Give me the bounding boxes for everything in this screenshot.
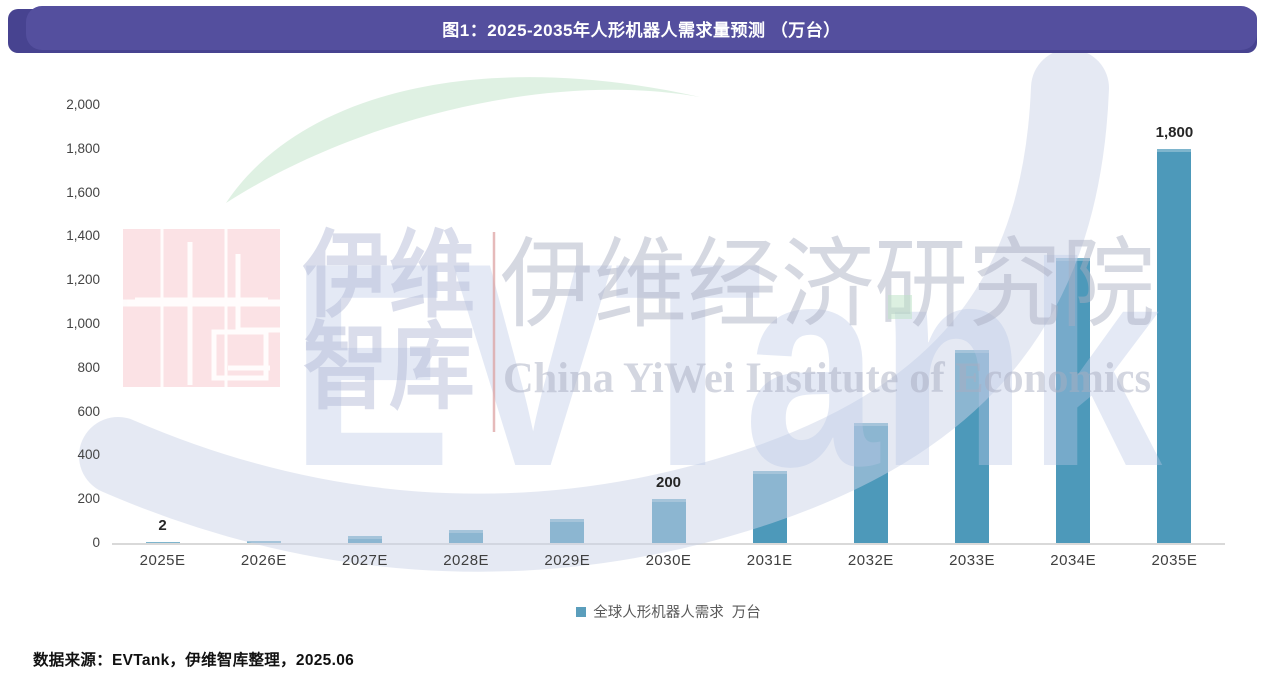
bar-2026E: [246, 541, 281, 543]
bar-2029E: [550, 519, 585, 543]
bar-2030E: [651, 499, 686, 543]
source-note: 数据来源：EVTank，伊维智库整理，2025.06: [33, 652, 355, 669]
legend: 全球人形机器人需求 万台: [112, 601, 1225, 622]
legend-label: 全球人形机器人需求 万台: [593, 605, 761, 621]
chart-title: 图1：2025-2035年人形机器人需求量预测 （万台）: [442, 20, 841, 40]
chart-title-banner: 图1：2025-2035年人形机器人需求量预测 （万台）: [26, 6, 1257, 50]
legend-marker-icon: [576, 606, 587, 617]
bar-2032E: [853, 423, 888, 543]
bar-2025E: [145, 542, 180, 543]
bar-2034E: [1056, 258, 1091, 543]
bar-2031E: [752, 471, 787, 543]
bar-2027E: [347, 536, 382, 543]
x-axis-line: [112, 543, 1225, 545]
bar-2028E: [449, 530, 484, 543]
bar-2033E: [955, 350, 990, 543]
bar-2035E: [1157, 149, 1192, 543]
